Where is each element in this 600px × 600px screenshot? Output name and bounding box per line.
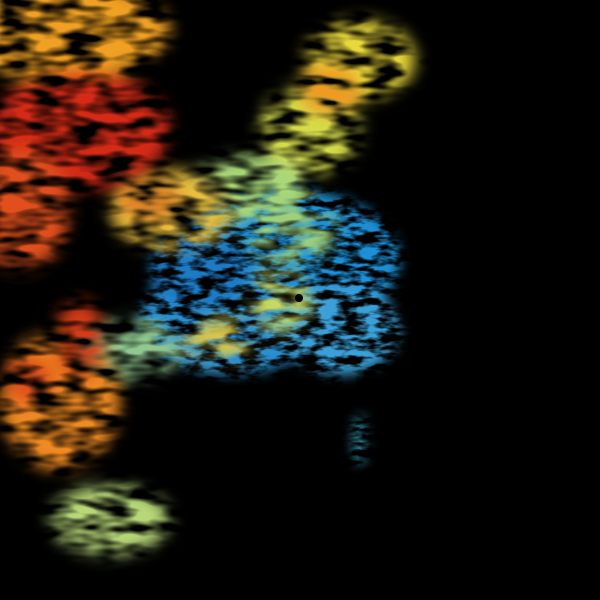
orange-red-echoes (0, 0, 360, 470)
radar-site (295, 294, 303, 302)
